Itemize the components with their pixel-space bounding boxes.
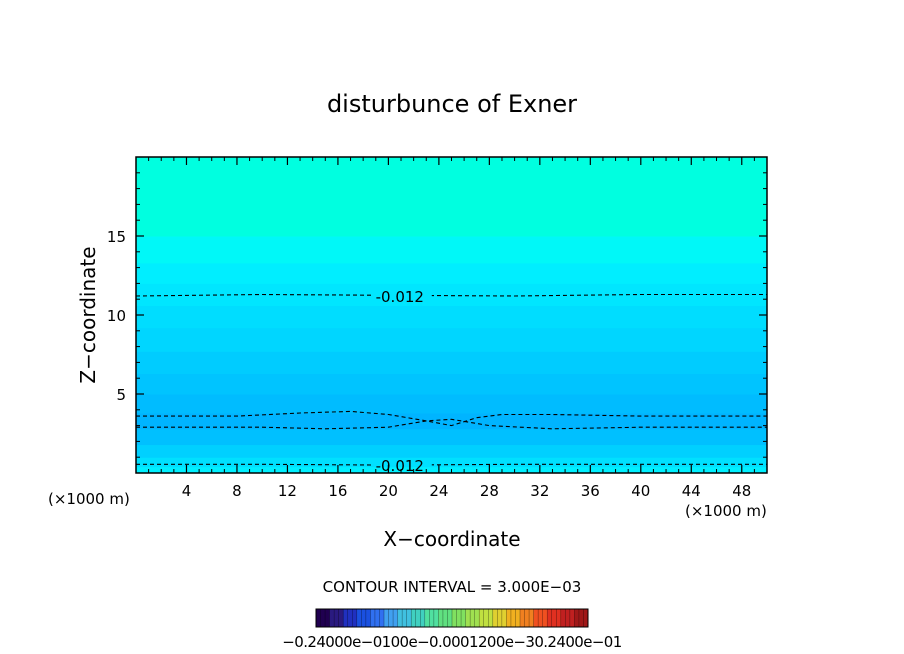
contour-band-1 [136,457,767,468]
x-axis-ticks: 4 8 12 16 20 24 28 32 36 40 44 48 [148,157,755,500]
colorbar [315,608,589,628]
contour-band-4 [136,412,767,430]
filled-contour-bands [136,157,767,474]
y-tick-label-15: 15 [107,228,126,246]
colorbar-swatch-19 [574,609,589,627]
x-tick-label-16: 16 [328,482,347,500]
contour-line-2 [136,418,767,430]
colorbar-swatch-12 [479,609,494,627]
colorbar-labels: −0.24000e−0100e−0.0001200e−30.2400e−01 [282,633,621,651]
y-axis-ticks: 5 10 15 [107,172,767,458]
contour-label-3: -0.012 [376,457,424,475]
colorbar-swatch-0 [316,609,330,627]
x-tick-label-48: 48 [732,482,751,500]
contour-lines [135,293,767,466]
x-tick-label-4: 4 [182,482,192,500]
contour-band-9 [136,305,767,329]
colorbar-swatch-17 [547,609,562,627]
contour-band-7 [136,351,767,374]
colorbar-swatch-4 [370,609,385,627]
contour-label-gap-0 [373,294,432,299]
y-tick-label-10: 10 [107,307,126,325]
colorbar-swatch-1 [329,609,344,627]
x-axis-label: X−coordinate [383,527,520,551]
contour-band-13 [136,157,767,237]
x-unit-left: (×1000 m) [48,490,130,508]
x-tick-label-40: 40 [631,482,650,500]
x-tick-label-28: 28 [480,482,499,500]
contour-interval-text: CONTOUR INTERVAL = 3.000E−03 [323,578,582,596]
colorbar-swatch-9 [438,609,453,627]
colorbar-swatch-5 [384,609,398,627]
colorbar-swatch-16 [533,609,548,627]
contour-band-2 [136,444,767,458]
colorbar-swatch-10 [452,609,466,627]
chart-title: disturbunce of Exner [327,90,577,118]
contour-band-11 [136,262,767,284]
x-tick-label-8: 8 [232,482,242,500]
colorbar-swatch-7 [411,609,426,627]
x-tick-label-20: 20 [379,482,398,500]
contour-labels: -0.012 -0.012 [373,288,432,475]
colorbar-swatch-15 [520,609,534,627]
colorbar-swatch-8 [424,609,439,627]
colorbar-swatch-18 [560,609,575,627]
x-tick-label-32: 32 [530,482,549,500]
contour-line-1 [136,410,767,427]
colorbar-swatch-13 [492,609,507,627]
contour-band-6 [136,373,767,395]
contour-label-0: -0.012 [376,288,424,306]
contour-line-3 [136,463,767,466]
contour-label-gap-3 [373,463,432,468]
y-axis-label: Z−coordinate [76,246,100,383]
x-unit-right: (×1000 m) [685,502,767,520]
colorbar-frame [315,608,589,628]
x-tick-label-44: 44 [682,482,701,500]
contour-band-5 [136,394,767,414]
contour-band-8 [136,327,767,352]
contour-band-10 [136,283,767,307]
colorbar-swatch-3 [356,609,371,627]
contour-line-0 [135,293,767,297]
x-tick-label-36: 36 [581,482,600,500]
colorbar-swatch-14 [506,609,521,627]
x-tick-label-24: 24 [429,482,448,500]
contour-band-12 [136,236,767,264]
y-tick-label-5: 5 [116,386,126,404]
colorbar-swatch-2 [343,609,358,627]
x-tick-label-12: 12 [278,482,297,500]
colorbar-swatch-6 [397,609,412,627]
colorbar-swatch-11 [465,609,480,627]
contour-band-3 [136,428,767,446]
